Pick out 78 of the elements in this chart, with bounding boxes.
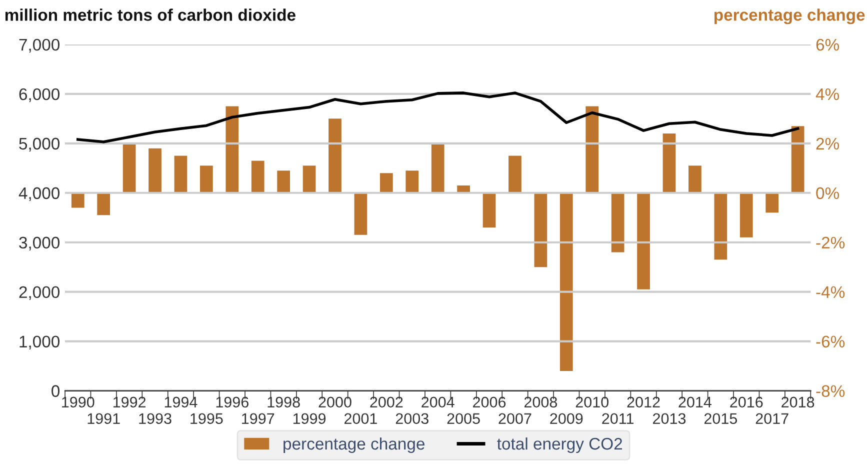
x-tick-label: 2009 [550, 413, 583, 424]
bar [431, 143, 444, 193]
bar [508, 156, 522, 193]
x-tick-label: 2018 [782, 396, 814, 408]
bar [482, 192, 496, 228]
x-tick-label: 1994 [164, 396, 198, 408]
x-tick-label: 1993 [139, 413, 172, 424]
y2-tick-label: -6% [816, 336, 845, 348]
line-series [76, 92, 800, 144]
y2-tick-label: 4% [816, 88, 839, 100]
x-tick-label: 2011 [602, 413, 634, 424]
x-tick-label: 2015 [704, 413, 738, 424]
bar [226, 106, 239, 193]
x-tick-label: 2005 [447, 413, 480, 424]
x-tick-label: 1991 [88, 413, 120, 424]
x-tick-label: 1998 [268, 396, 300, 408]
x-tick-label: 2004 [422, 396, 454, 408]
bar [662, 134, 676, 193]
y-tick-label: 6,000 [19, 88, 60, 102]
bar [251, 160, 264, 193]
bar [328, 118, 342, 193]
bar [71, 192, 84, 208]
x-tick-label: 2017 [756, 413, 788, 424]
bar [586, 106, 599, 193]
y-tick-label: 1,000 [20, 336, 60, 350]
x-tick-label: 2012 [627, 396, 660, 408]
x-tick-label: 2016 [730, 396, 763, 408]
x-tick-label: 1999 [293, 413, 326, 424]
bar [122, 143, 136, 193]
bar [380, 173, 393, 193]
bar [791, 126, 804, 193]
y2-tick-label: -4% [816, 286, 845, 298]
y-tick-label: 4,000 [18, 187, 60, 202]
x-tick-label: 2008 [524, 396, 558, 408]
y2-tick-label: -2% [816, 236, 845, 248]
bar [97, 192, 110, 216]
x-tick-label: 2014 [678, 396, 712, 408]
legend-label: total energy CO2 [497, 437, 622, 453]
y-tick-label: 2,000 [19, 286, 60, 300]
bar [277, 170, 290, 193]
bar [406, 170, 419, 193]
bar [637, 192, 650, 290]
x-tick-label: 2002 [370, 396, 403, 408]
x-tick-label: 1996 [216, 396, 248, 408]
bar [740, 192, 753, 238]
y2-tick-label: 0% [816, 187, 839, 200]
x-tick-label: 2013 [653, 413, 686, 424]
y-axis-title: million metric tons of carbon dioxide [5, 8, 296, 21]
y2-tick-label: 2% [816, 138, 839, 150]
bar [766, 192, 779, 213]
bar [611, 192, 624, 252]
y2-tick-label: 6% [816, 38, 839, 51]
bar [200, 166, 213, 193]
legend-label: percentage change [284, 437, 424, 453]
bar [302, 166, 316, 193]
bar [560, 192, 573, 371]
x-tick-label: 1992 [113, 396, 146, 408]
y-tick-label: 0 [52, 385, 60, 397]
bar [714, 192, 728, 260]
x-tick-label: 2006 [473, 396, 506, 408]
bar [688, 166, 702, 193]
bar [174, 156, 188, 193]
x-tick-label: 2001 [344, 413, 377, 424]
x-tick-label: 1997 [242, 413, 274, 424]
x-tick-label: 1990 [62, 396, 94, 408]
x-tick-label: 1995 [190, 413, 223, 424]
x-tick-label: 2000 [318, 396, 352, 408]
y-tick-label: 5,000 [19, 138, 60, 152]
y-tick-label: 3,000 [19, 236, 60, 251]
y2-axis-title: percentage change [714, 8, 865, 24]
bar [148, 148, 162, 193]
x-tick-label: 2010 [576, 396, 608, 408]
bar [354, 192, 368, 235]
y-tick-label: 7,000 [19, 38, 60, 53]
y2-tick-label: -8% [816, 385, 845, 397]
x-tick-label: 2003 [396, 413, 428, 424]
x-tick-label: 2007 [498, 413, 532, 424]
bar [534, 192, 548, 268]
